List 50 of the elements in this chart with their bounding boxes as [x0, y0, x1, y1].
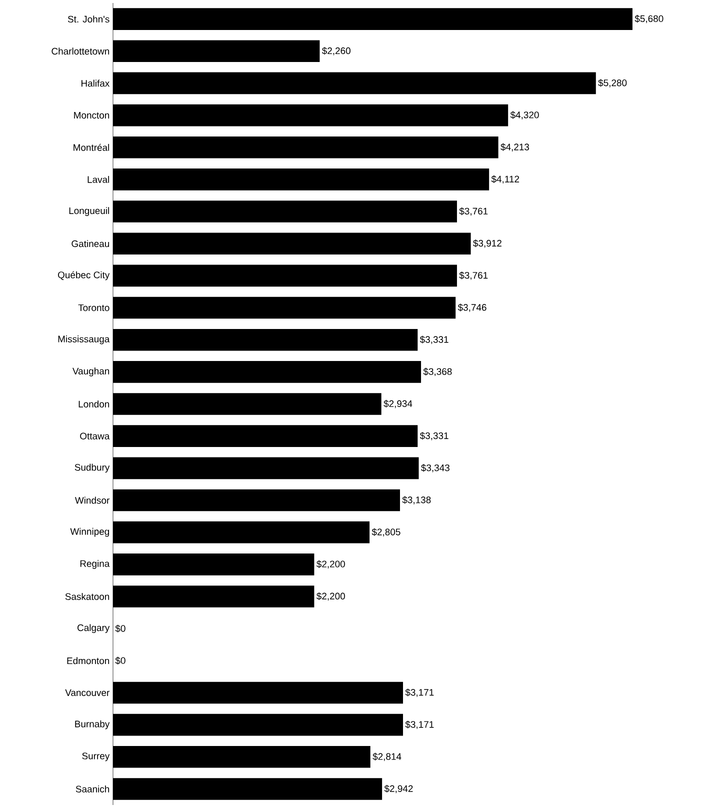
y-tick-label: Windsor — [74, 496, 110, 504]
data-label: $3,138 — [402, 496, 431, 504]
y-tick-label: Edmonton — [67, 657, 110, 664]
y-tick-label: Longueuil — [69, 207, 109, 216]
data-label: $5,680 — [634, 14, 664, 24]
data-label: $2,942 — [384, 784, 413, 794]
y-tick-label: Vaughan — [72, 368, 110, 376]
data-label: $3,171 — [405, 720, 434, 729]
y-tick-label: Moncton — [74, 112, 110, 119]
y-tick-label: Saanich — [76, 785, 110, 792]
data-label: $2,260 — [322, 47, 350, 56]
y-tick-label: Montréal — [74, 144, 110, 151]
data-label: $3,331 — [420, 432, 448, 440]
y-tick-label: Toronto — [78, 304, 110, 312]
data-label: $4,213 — [500, 143, 530, 152]
y-tick-label: Charlottetown — [52, 48, 110, 55]
data-label: $2,805 — [372, 528, 400, 536]
data-label: $2,200 — [316, 560, 345, 569]
data-label: $4,112 — [491, 175, 520, 184]
data-label: $3,331 — [420, 336, 448, 344]
y-tick-label: Sudbury — [74, 464, 110, 473]
y-tick-label: Halifax — [82, 80, 110, 87]
y-tick-label: Ottawa — [80, 432, 110, 440]
data-label: $3,368 — [423, 368, 452, 376]
data-label: $4,320 — [510, 111, 539, 120]
y-tick-label: St. John's — [68, 16, 110, 23]
data-label: $2,934 — [384, 400, 412, 408]
data-label: $3,343 — [421, 464, 450, 472]
y-tick-label: Mississauga — [58, 335, 110, 344]
data-label: $2,200 — [316, 592, 345, 601]
y-tick-label: Burnaby — [75, 720, 110, 730]
y-tick-label: Vancouver — [65, 689, 110, 696]
y-tick-label: Gatineau — [72, 240, 110, 248]
y-tick-label: Calgary — [78, 624, 110, 633]
data-label: $3,746 — [458, 304, 486, 312]
y-tick-label: Québec City — [58, 271, 110, 280]
data-label: $2,814 — [372, 752, 402, 762]
data-label: $3,171 — [405, 688, 434, 697]
y-tick-label: Surrey — [82, 752, 110, 762]
y-tick-label: London — [78, 400, 110, 408]
data-label: $0 — [115, 624, 126, 632]
data-label: $3,912 — [473, 239, 502, 248]
data-label: $5,280 — [598, 79, 627, 88]
y-tick-label: Saskatoon — [65, 593, 110, 600]
y-tick-label: Winnipeg — [70, 528, 110, 537]
data-label: $3,761 — [459, 207, 488, 216]
data-label: $3,761 — [459, 272, 488, 280]
data-label: $0 — [115, 656, 126, 664]
y-tick-label: Laval — [88, 176, 110, 183]
y-tick-label: Regina — [80, 560, 110, 569]
